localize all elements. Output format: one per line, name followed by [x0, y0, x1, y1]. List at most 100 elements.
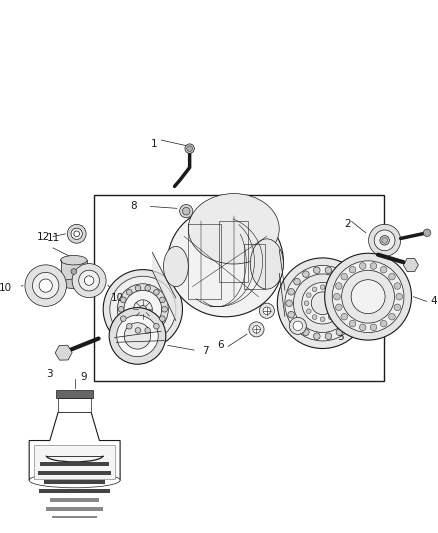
Circle shape	[341, 313, 347, 320]
Text: 3: 3	[46, 369, 53, 379]
Bar	[34, 445, 115, 479]
Circle shape	[72, 264, 106, 297]
Bar	[58, 398, 91, 413]
Circle shape	[110, 276, 176, 342]
Circle shape	[328, 315, 333, 319]
Text: 5: 5	[337, 332, 344, 342]
Text: 11: 11	[46, 233, 60, 243]
Circle shape	[145, 328, 151, 333]
Circle shape	[124, 290, 162, 328]
Circle shape	[185, 144, 194, 154]
Circle shape	[120, 297, 126, 303]
Text: 10: 10	[111, 293, 124, 303]
Circle shape	[349, 266, 356, 273]
Circle shape	[312, 287, 317, 292]
Text: 3: 3	[379, 265, 386, 276]
Text: 12: 12	[37, 232, 50, 241]
Circle shape	[370, 324, 377, 330]
Circle shape	[127, 324, 132, 329]
Bar	[219, 221, 248, 281]
Circle shape	[290, 317, 306, 334]
Circle shape	[306, 293, 311, 297]
Circle shape	[336, 304, 342, 311]
Bar	[38, 471, 111, 475]
Circle shape	[334, 309, 339, 313]
Bar	[46, 507, 103, 511]
Circle shape	[277, 258, 368, 349]
Circle shape	[187, 146, 192, 151]
Circle shape	[117, 315, 158, 357]
Bar	[39, 489, 110, 493]
Circle shape	[74, 231, 80, 237]
Bar	[188, 224, 221, 299]
Circle shape	[380, 320, 387, 327]
Circle shape	[360, 263, 366, 269]
Circle shape	[154, 289, 159, 295]
Circle shape	[259, 303, 274, 318]
Circle shape	[103, 270, 183, 349]
Circle shape	[162, 306, 167, 312]
Ellipse shape	[188, 193, 279, 264]
Circle shape	[314, 333, 320, 340]
Circle shape	[423, 229, 431, 237]
Circle shape	[285, 265, 360, 341]
Circle shape	[293, 274, 352, 333]
Circle shape	[396, 293, 403, 300]
Bar	[44, 480, 105, 484]
Text: 1: 1	[151, 139, 158, 149]
Circle shape	[334, 293, 340, 300]
Circle shape	[389, 313, 395, 320]
Text: 6: 6	[228, 294, 234, 304]
Circle shape	[71, 269, 77, 274]
Circle shape	[320, 317, 325, 321]
Text: 2: 2	[344, 219, 351, 229]
Circle shape	[79, 270, 99, 291]
Circle shape	[67, 224, 86, 243]
Ellipse shape	[163, 246, 188, 287]
Circle shape	[109, 308, 166, 364]
Circle shape	[286, 300, 293, 306]
Bar	[53, 516, 97, 520]
Ellipse shape	[168, 206, 283, 317]
Ellipse shape	[60, 255, 87, 265]
Circle shape	[353, 300, 360, 306]
Circle shape	[320, 285, 325, 289]
Circle shape	[394, 282, 401, 289]
Circle shape	[117, 284, 168, 335]
Circle shape	[293, 321, 303, 330]
Circle shape	[349, 320, 356, 327]
Ellipse shape	[29, 473, 120, 488]
Bar	[60, 260, 87, 284]
Circle shape	[253, 326, 260, 333]
Circle shape	[328, 287, 333, 292]
Bar	[244, 244, 265, 289]
Text: 6: 6	[217, 340, 224, 350]
Circle shape	[249, 322, 264, 337]
Text: 9: 9	[81, 372, 88, 382]
Circle shape	[369, 224, 401, 256]
Circle shape	[139, 305, 147, 313]
Circle shape	[134, 300, 152, 319]
Circle shape	[325, 333, 332, 340]
Circle shape	[306, 309, 311, 313]
Ellipse shape	[60, 279, 87, 288]
Text: 4: 4	[431, 296, 437, 306]
Circle shape	[336, 282, 342, 289]
Polygon shape	[29, 413, 120, 480]
Circle shape	[394, 304, 401, 311]
Circle shape	[302, 282, 343, 324]
Circle shape	[341, 273, 347, 280]
Circle shape	[183, 207, 190, 215]
Circle shape	[380, 266, 387, 273]
Circle shape	[336, 329, 343, 336]
Circle shape	[336, 301, 341, 305]
Circle shape	[71, 228, 82, 239]
Circle shape	[85, 276, 94, 285]
Circle shape	[159, 297, 165, 303]
Text: 10: 10	[0, 284, 12, 294]
Circle shape	[380, 236, 389, 245]
Circle shape	[325, 253, 411, 340]
Circle shape	[293, 278, 300, 285]
Circle shape	[159, 316, 165, 321]
Circle shape	[180, 205, 193, 218]
